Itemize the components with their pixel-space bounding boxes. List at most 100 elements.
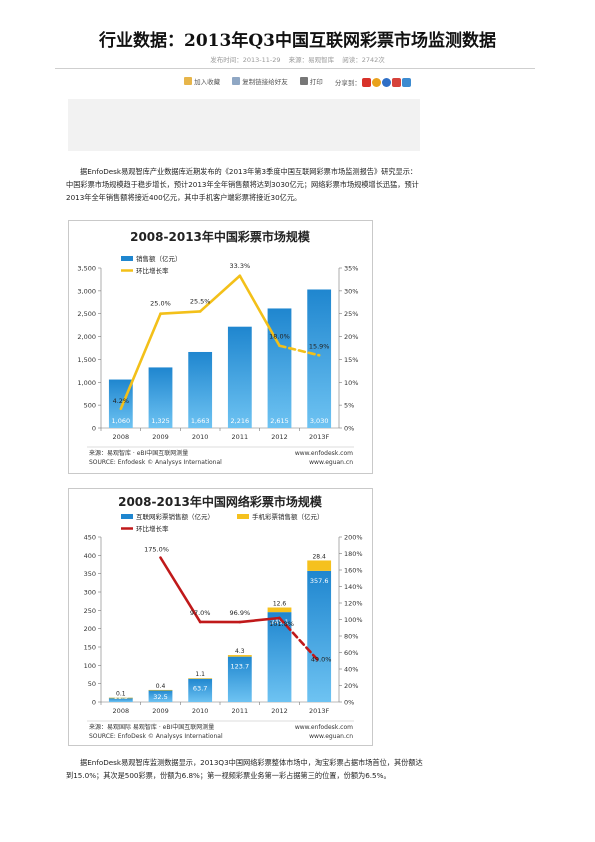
growth-line-segment (278, 616, 321, 663)
left-tick-label: 0 (92, 699, 96, 707)
renren-share-icon[interactable] (381, 77, 391, 87)
publish-time: 发布时间：2013-11-29 (210, 56, 281, 64)
left-tick-label: 3,000 (77, 287, 96, 295)
growth-rate-label: 97.0% (190, 609, 211, 617)
bar (148, 367, 173, 428)
copy-link-label: 复制链接给好友 (242, 78, 288, 86)
bar-value-label: 245.1 (270, 618, 289, 626)
right-tick-label: 25% (344, 310, 358, 318)
kaixin-share-icon[interactable] (391, 77, 401, 87)
bar (188, 351, 213, 428)
left-tick-label: 200 (84, 625, 96, 633)
growth-rate-label: 49.0% (311, 656, 332, 664)
bar (227, 656, 252, 702)
right-tick-label: 5% (344, 402, 354, 410)
left-tick-label: 250 (84, 607, 96, 615)
right-tick-label: 30% (344, 287, 358, 295)
share-group: 分享到： (335, 77, 411, 87)
copy-link-icon (232, 77, 241, 85)
ad-placeholder (68, 99, 420, 151)
mobile-value-label: 1.1 (195, 671, 205, 678)
left-tick-label: 2,000 (77, 333, 96, 341)
x-tick-label: 2010 (192, 707, 209, 715)
weibo-share-icon[interactable] (361, 77, 371, 87)
x-tick-label: 2011 (232, 433, 249, 441)
x-tick-label: 2009 (152, 433, 169, 441)
left-tick-label: 1,000 (77, 379, 96, 387)
article-meta: 发布时间：2013-11-29 来源：易观智库 阅读：2742次 (0, 54, 595, 64)
site-link-2: www.eguan.cn (309, 733, 353, 740)
lottery-market-chart: 2008-2013年中国彩票市场规模 0 500 1,000 1,500 2,000 2,5… (68, 220, 373, 474)
growth-rate-label: 33.3% (230, 262, 251, 270)
share-label: 分享到： (334, 79, 361, 87)
growth-line-segment (238, 616, 281, 624)
print-icon (299, 77, 308, 85)
favorite-button[interactable]: 加入收藏 (184, 76, 220, 86)
right-tick-label: 140% (344, 583, 363, 591)
chart-title: 2008-2013年中国网络彩票市场规模 (118, 494, 323, 509)
online-lottery-chart-svg: 2008-2013年中国网络彩票市场规模 0 50 100 150 200 250 300 35… (84, 494, 363, 740)
legend-label: 互联网彩票销售额（亿元） (136, 512, 214, 521)
bar-value-label: 3,030 (310, 417, 329, 425)
left-tick-label: 300 (84, 589, 96, 597)
online-lottery-chart: 2008-2013年中国网络彩票市场规模 0 50 100 150 200 250 300 35… (68, 488, 373, 746)
left-tick-label: 150 (84, 644, 96, 652)
right-tick-label: 40% (344, 666, 358, 674)
mobile-value-label: 0.4 (156, 683, 166, 690)
source-cn: 来源：易观智库 · eBI中国互联网测量 (89, 449, 188, 457)
bar (188, 678, 213, 702)
growth-rate-label: 4.2% (113, 397, 130, 405)
left-tick-label: 0 (92, 425, 96, 433)
bar-value-label: 2,216 (231, 417, 250, 425)
source-cn: 来源：易观国际 易观智库 · eBI中国互联网测量 (89, 723, 214, 731)
growth-line-segment (238, 274, 281, 348)
more-share-icon[interactable] (401, 77, 411, 87)
right-tick-label: 180% (344, 550, 363, 558)
left-tick-label: 50 (88, 680, 96, 688)
copy-link-button[interactable]: 复制链接给好友 (232, 76, 288, 86)
mobile-value-label: 12.6 (273, 601, 287, 608)
left-tick-label: 400 (84, 552, 96, 560)
qzone-share-icon[interactable] (371, 77, 381, 87)
right-tick-label: 0% (344, 699, 354, 707)
left-tick-label: 2,500 (77, 310, 96, 318)
left-tick-label: 100 (84, 662, 96, 670)
bar-value-label: 2,615 (270, 417, 289, 425)
intro-paragraph: 据EnfoDesk易观智库产业数据库近期发布的《2013年第3季度中国互联网彩票… (66, 167, 419, 202)
bar (307, 570, 332, 702)
x-tick-label: 2008 (113, 433, 130, 441)
favorite-label: 加入收藏 (194, 78, 221, 86)
right-tick-label: 120% (344, 600, 363, 608)
bar (108, 697, 133, 702)
bar-value-label: 63.7 (193, 685, 207, 693)
growth-rate-label: 101.8% (269, 620, 294, 628)
article-title: 行业数据：2013年Q3中国互联网彩票市场监测数据 (99, 31, 496, 51)
growth-rate-label: 18.0% (269, 333, 290, 341)
right-tick-label: 15% (344, 356, 358, 364)
growth-rate-label: 25.5% (190, 297, 211, 305)
mobile-value-label: 0.1 (116, 691, 126, 698)
print-button[interactable]: 打印 (299, 76, 323, 86)
bar (307, 289, 332, 428)
growth-line-segment (159, 310, 202, 316)
right-tick-label: 80% (344, 633, 358, 641)
favorite-icon (184, 77, 193, 85)
legend-swatch (237, 514, 249, 519)
right-tick-label: 100% (344, 616, 363, 624)
x-tick-label: 2008 (113, 707, 130, 715)
chart-title: 2008-2013年中国彩票市场规模 (130, 229, 311, 244)
growth-rate-label: 25.0% (150, 300, 171, 308)
x-tick-label: 2009 (152, 707, 169, 715)
lottery-market-chart-svg: 2008-2013年中国彩票市场规模 0 500 1,000 1,500 2,000 2,5… (77, 229, 358, 466)
mobile-bar (227, 655, 252, 657)
legend-label: 环比增长率 (136, 266, 169, 275)
right-tick-label: 20% (344, 333, 358, 341)
growth-line-segment (198, 274, 242, 313)
market-share-paragraph: 据EnfoDesk易观智库监测数据显示，2013Q3中国网络彩票整体市场中，淘宝… (66, 758, 423, 780)
x-tick-label: 2012 (271, 707, 288, 715)
right-tick-label: 200% (344, 534, 363, 542)
site-link-1: www.enfodesk.com (295, 450, 353, 457)
right-tick-label: 35% (344, 265, 358, 273)
mobile-bar (148, 689, 173, 691)
bar-value-label: 32.5 (153, 693, 167, 701)
